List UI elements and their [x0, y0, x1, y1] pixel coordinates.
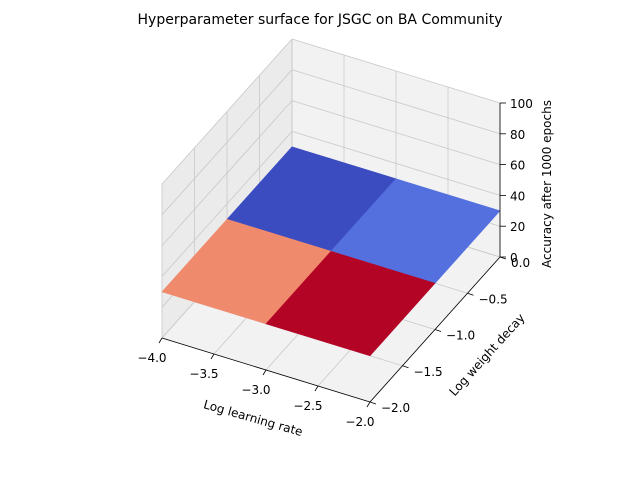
- back-grid-z: [291, 100, 501, 165]
- z-tick-label: 0: [510, 251, 518, 265]
- z-tick-label: 20: [510, 220, 525, 234]
- z-axis-label: Accuracy after 1000 epochs: [540, 100, 554, 268]
- back-grid-z: [291, 69, 501, 135]
- z-tick-label: 60: [510, 159, 525, 173]
- z-tick-label: 40: [510, 189, 525, 203]
- x-tick-label: −2.5: [293, 399, 322, 413]
- x-tick-label: −3.0: [241, 383, 270, 397]
- x-tick-mark: [262, 369, 267, 376]
- y-axis-label: Log weight decay: [447, 311, 528, 399]
- x-tick-mark: [314, 385, 319, 392]
- y-tick-label: −1.0: [446, 329, 475, 343]
- x-tick-mark: [210, 353, 215, 360]
- x-axis-label: Log learning rate: [202, 397, 304, 439]
- y-tick-mark: [402, 365, 409, 369]
- surface-facet-0-1: [265, 250, 436, 357]
- tick-labels: −4.0 −3.5 −3.0 −2.5 −2.0 −2.0 −1.5 −1.0 −0.5 0.00…: [137, 97, 532, 429]
- y-tick-label: −1.5: [414, 365, 443, 379]
- left-grid-z: [161, 131, 293, 277]
- surface: [161, 146, 501, 357]
- x-tick-label: −4.0: [137, 351, 166, 365]
- y-tick-label: 0.0: [511, 256, 530, 270]
- axis-lines: [158, 102, 507, 408]
- y-tick-mark: [434, 329, 442, 332]
- left-grid-z: [161, 38, 293, 185]
- z-tick-label: 80: [510, 128, 525, 142]
- y-tick-label: −0.5: [479, 292, 508, 306]
- y-tick-label: −2.0: [381, 401, 410, 415]
- y-tick-mark: [467, 292, 474, 296]
- x-tick-label: −2.0: [345, 415, 374, 429]
- back-grid-z: [291, 131, 501, 196]
- left-grid-z: [161, 100, 293, 246]
- left-grid-z: [161, 69, 293, 216]
- back-grid-z: [291, 38, 501, 104]
- chart-title: Hyperparameter surface for JSGC on BA Co…: [138, 12, 503, 28]
- x-tick-mark: [158, 337, 163, 344]
- x-tick-label: −3.5: [189, 367, 218, 381]
- z-tick-label: 100: [510, 97, 533, 111]
- y-tick-mark: [369, 401, 377, 405]
- x-tick-mark: [366, 401, 371, 408]
